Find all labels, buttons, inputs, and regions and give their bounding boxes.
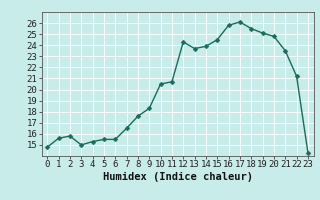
X-axis label: Humidex (Indice chaleur): Humidex (Indice chaleur): [103, 172, 252, 182]
